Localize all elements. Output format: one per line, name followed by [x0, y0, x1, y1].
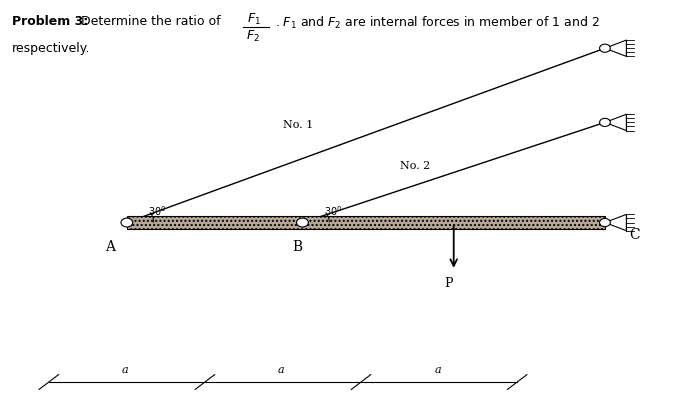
Text: P: P — [444, 277, 452, 290]
Text: $F_2$: $F_2$ — [246, 29, 260, 44]
Text: $30^0$: $30^0$ — [324, 204, 342, 218]
Circle shape — [600, 118, 611, 126]
Text: $F_1$: $F_1$ — [247, 11, 260, 27]
Polygon shape — [605, 114, 626, 131]
Text: . $F_1$ and $F_2$ are internal forces in member of 1 and 2: . $F_1$ and $F_2$ are internal forces in… — [275, 15, 600, 31]
Text: A: A — [105, 240, 115, 254]
Text: a: a — [434, 365, 441, 375]
Text: No. 1: No. 1 — [283, 120, 313, 130]
Text: a: a — [122, 365, 128, 375]
Text: a: a — [278, 365, 285, 375]
Circle shape — [600, 218, 611, 226]
Polygon shape — [605, 214, 626, 231]
Polygon shape — [605, 40, 626, 56]
Text: C: C — [629, 228, 640, 242]
Text: Problem 3:: Problem 3: — [12, 15, 89, 28]
Polygon shape — [127, 216, 605, 229]
Text: $30^0$: $30^0$ — [148, 204, 167, 218]
Circle shape — [296, 218, 308, 227]
Text: B: B — [293, 240, 303, 254]
Text: Determine the ratio of: Determine the ratio of — [81, 15, 220, 28]
Text: No. 2: No. 2 — [400, 161, 430, 171]
Circle shape — [600, 44, 611, 52]
Circle shape — [121, 218, 133, 227]
Text: respectively.: respectively. — [12, 42, 91, 55]
